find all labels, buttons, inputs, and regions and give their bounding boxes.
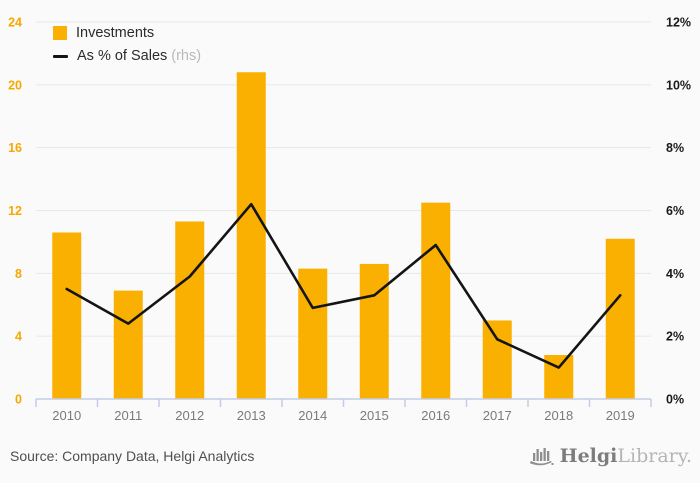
legend-investments-label: Investments (76, 25, 155, 41)
bar-2015 (359, 263, 389, 399)
logo-text: HelgiLibrary. (560, 445, 692, 467)
x-axis-label-2017: 2017 (483, 408, 512, 423)
x-axis-label-2018: 2018 (544, 408, 573, 423)
bar-2017 (482, 320, 512, 399)
left-axis-tick-label: 8 (15, 267, 22, 281)
legend-item-investments: Investments (53, 25, 201, 41)
x-axis-label-2011: 2011 (114, 408, 142, 423)
left-axis-tick-label: 12 (8, 204, 22, 218)
right-axis-tick-label: 0% (666, 393, 684, 407)
left-axis-tick-label: 24 (8, 16, 22, 30)
helgi-ship-bars-icon (529, 448, 554, 466)
sales-line-swatch-icon (53, 54, 68, 58)
bar-2012 (175, 221, 205, 399)
investments-chart: 0 0% 4 2% 8 4% 12 6% 16 8% 20 10% 24 12% 2010 2011 2012 2… (8, 16, 691, 424)
bar-2019 (605, 238, 635, 399)
left-axis-tick-label: 4 (15, 330, 22, 344)
x-axis-label-2010: 2010 (52, 408, 81, 423)
sales-trend-line (65, 202, 622, 369)
legend: Investments As % of Sales (rhs) (53, 25, 201, 64)
right-axis-tick-label: 6% (666, 204, 684, 218)
legend-item-sales: As % of Sales (rhs) (53, 48, 201, 64)
source-note: Source: Company Data, Helgi Analytics (10, 448, 255, 464)
legend-sales-suffix: (rhs) (171, 48, 202, 64)
right-axis-tick-label: 4% (666, 267, 684, 281)
right-axis-tick-label: 8% (666, 141, 684, 155)
right-axis-tick-label: 2% (666, 330, 684, 344)
right-axis-tick-label: 10% (666, 78, 691, 92)
x-axis-label-2016: 2016 (421, 408, 450, 423)
investments-swatch-icon (53, 26, 67, 40)
logo-word-helgi: Helgi (559, 445, 618, 467)
bar-2010 (52, 232, 82, 399)
x-axis-label-2014: 2014 (298, 408, 327, 423)
right-axis-tick-label: 12% (666, 16, 691, 30)
bar-2014 (298, 268, 328, 399)
left-axis-tick-label: 0 (15, 393, 22, 407)
left-axis-tick-label: 16 (8, 141, 22, 155)
x-axis-label-2013: 2013 (237, 408, 266, 423)
bar-2016 (421, 202, 451, 399)
logo-word-library: Library. (617, 445, 692, 467)
legend-sales-label: As % of Sales (rhs) (77, 48, 202, 64)
bar-2013 (236, 72, 266, 400)
x-axis-label-2015: 2015 (360, 408, 389, 423)
x-axis-label-2012: 2012 (175, 408, 204, 423)
x-axis-label-2019: 2019 (606, 408, 635, 423)
bar-2011 (113, 290, 143, 399)
left-axis-tick-label: 20 (8, 78, 22, 92)
helgi-library-logo: HelgiLibrary. (529, 444, 692, 468)
